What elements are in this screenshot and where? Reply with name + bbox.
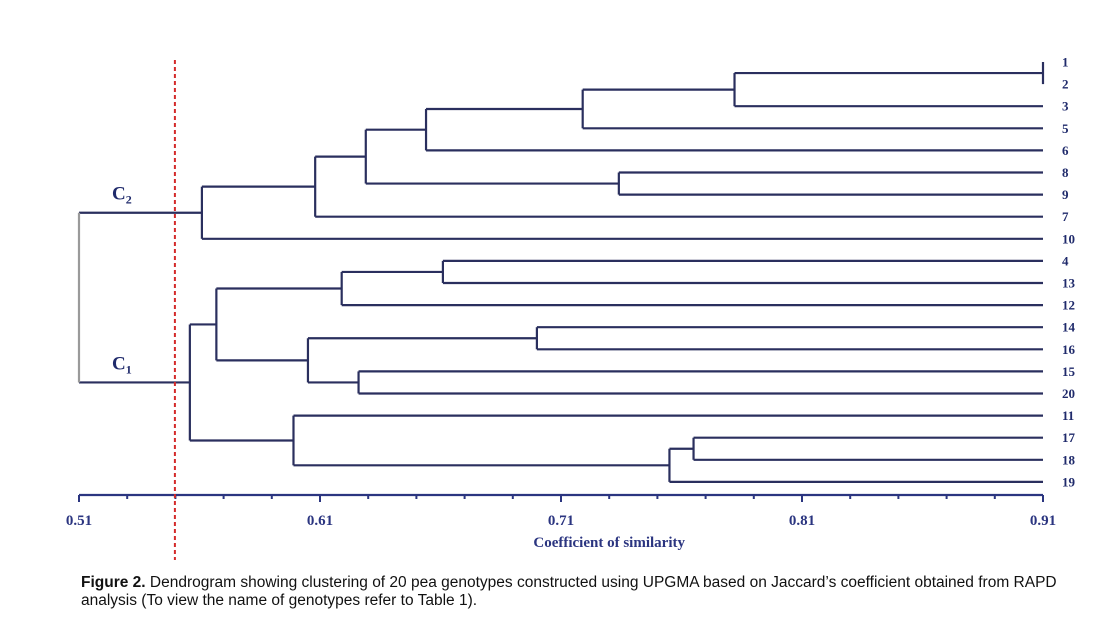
cluster-label-C2: C2 bbox=[112, 184, 132, 207]
caption-figure-number: Figure 2. bbox=[81, 574, 146, 591]
x-tick-label: 0.51 bbox=[66, 513, 92, 529]
leaf-label-16: 16 bbox=[1062, 342, 1076, 357]
caption-text: Dendrogram showing clustering of 20 pea … bbox=[81, 574, 1057, 609]
leaf-label-2: 2 bbox=[1062, 77, 1069, 92]
leaf-label-11: 11 bbox=[1062, 408, 1074, 423]
leaf-label-1: 1 bbox=[1062, 55, 1069, 70]
cluster-label-subscript: 1 bbox=[126, 362, 132, 376]
leaf-label-19: 19 bbox=[1062, 474, 1076, 489]
x-tick-label: 0.71 bbox=[548, 513, 574, 529]
dendrogram-branches bbox=[77, 62, 1045, 483]
leaf-label-4: 4 bbox=[1062, 253, 1069, 268]
leaf-label-10: 10 bbox=[1062, 231, 1075, 246]
leaf-label-18: 18 bbox=[1062, 452, 1076, 467]
cluster-label-C1: C1 bbox=[112, 353, 132, 376]
x-axis: 0.51 0.61 0.71 0.81 0.91 bbox=[66, 493, 1056, 529]
leaf-label-17: 17 bbox=[1062, 430, 1076, 445]
leaf-label-8: 8 bbox=[1062, 165, 1069, 180]
leaf-label-7: 7 bbox=[1062, 209, 1069, 224]
leaf-label-14: 14 bbox=[1062, 320, 1076, 335]
x-tick-label: 0.91 bbox=[1030, 513, 1056, 529]
leaf-label-20: 20 bbox=[1062, 386, 1075, 401]
leaf-label-6: 6 bbox=[1062, 143, 1069, 158]
cluster-labels: C2 C1 bbox=[112, 184, 132, 377]
x-axis-title: Coefficient of similarity bbox=[533, 535, 685, 551]
leaf-label-3: 3 bbox=[1062, 99, 1069, 114]
x-tick-label: 0.61 bbox=[307, 513, 333, 529]
leaf-label-15: 15 bbox=[1062, 364, 1076, 379]
leaf-label-9: 9 bbox=[1062, 187, 1069, 202]
figure-caption: Figure 2. Dendrogram showing clustering … bbox=[81, 574, 1091, 610]
leaf-label-12: 12 bbox=[1062, 298, 1075, 313]
leaf-label-5: 5 bbox=[1062, 121, 1069, 136]
leaf-label-13: 13 bbox=[1062, 276, 1076, 291]
x-tick-label: 0.81 bbox=[789, 513, 815, 529]
cluster-label-subscript: 2 bbox=[126, 193, 132, 207]
